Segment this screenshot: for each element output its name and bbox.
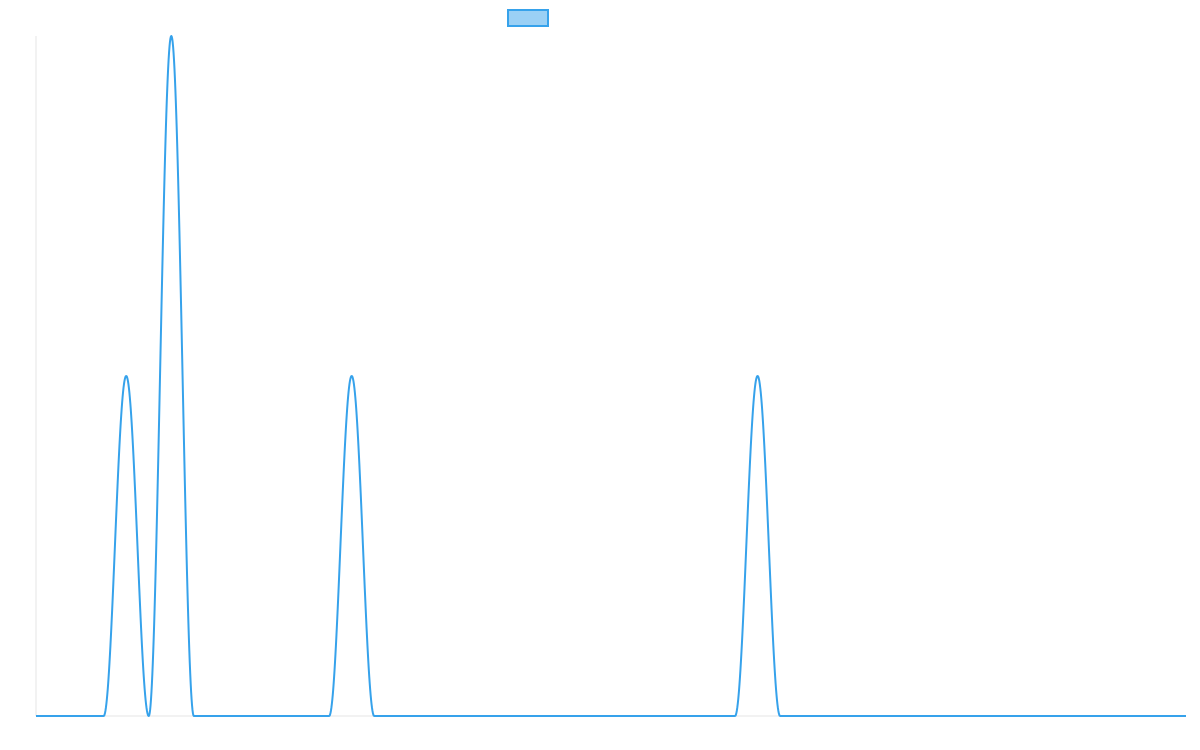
legend-swatch[interactable]	[507, 9, 549, 27]
legend[interactable]	[507, 9, 549, 27]
axes	[35, 36, 1186, 717]
series-layer	[35, 35, 1187, 717]
series-line-0	[35, 35, 1187, 717]
